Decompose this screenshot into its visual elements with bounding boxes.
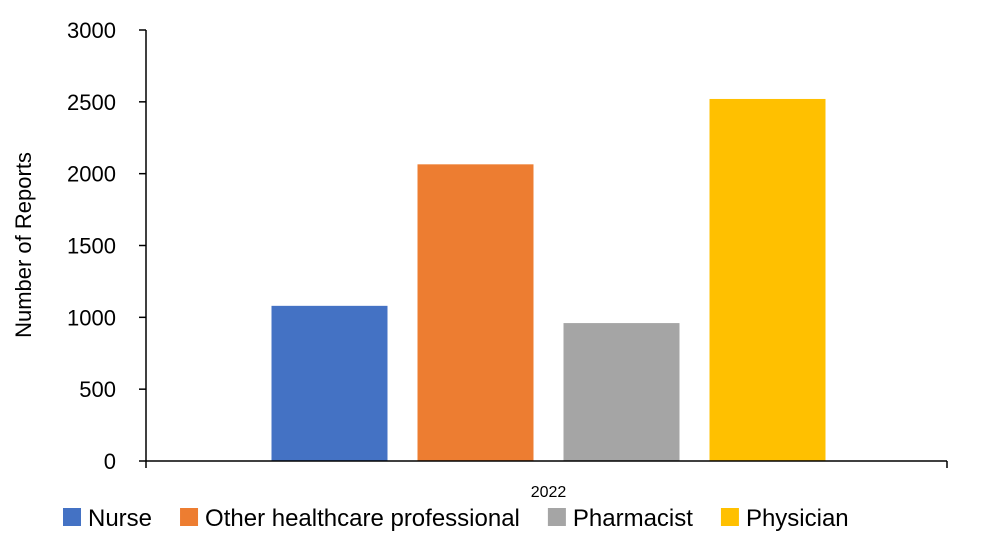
legend-item-physician: Physician — [720, 505, 849, 532]
y-tick-label: 3000 — [67, 18, 116, 43]
y-axis-ticks: 0 500 1000 1500 2000 2500 3000 — [67, 18, 146, 474]
legend-item-nurse: Nurse — [63, 505, 152, 532]
legend-item-other-healthcare-professional: Other healthcare professional — [180, 505, 520, 532]
x-category-label: 2022 — [531, 484, 567, 501]
y-axis-title: Number of Reports — [11, 152, 36, 338]
x-axis-ticks: 2022 — [145, 461, 948, 501]
legend-label: Pharmacist — [573, 505, 693, 532]
y-tick-label: 2500 — [67, 90, 116, 115]
legend-swatch — [63, 508, 81, 526]
plot-area: 0 500 1000 1500 2000 2500 3000 2022 — [67, 18, 948, 501]
legend-item-pharmacist: Pharmacist — [547, 505, 693, 532]
legend-swatch — [180, 508, 199, 526]
legend-label: Physician — [746, 505, 849, 532]
legend: Nurse Other healthcare professional Pharma… — [63, 505, 849, 532]
y-tick-label: 1500 — [67, 234, 116, 259]
legend-swatch — [547, 508, 566, 526]
bar-pharmacist — [563, 323, 680, 461]
bars — [271, 98, 826, 462]
y-tick-label: 1000 — [67, 305, 116, 330]
bar-physician — [709, 98, 826, 462]
y-tick-label: 0 — [104, 449, 116, 474]
legend-swatch — [720, 508, 739, 526]
bar-other-healthcare-professional — [417, 164, 534, 461]
legend-label: Nurse — [88, 505, 152, 532]
bar-nurse — [271, 305, 388, 461]
y-tick-label: 500 — [79, 377, 116, 402]
legend-label: Other healthcare professional — [205, 505, 520, 532]
y-tick-label: 2000 — [67, 162, 116, 187]
